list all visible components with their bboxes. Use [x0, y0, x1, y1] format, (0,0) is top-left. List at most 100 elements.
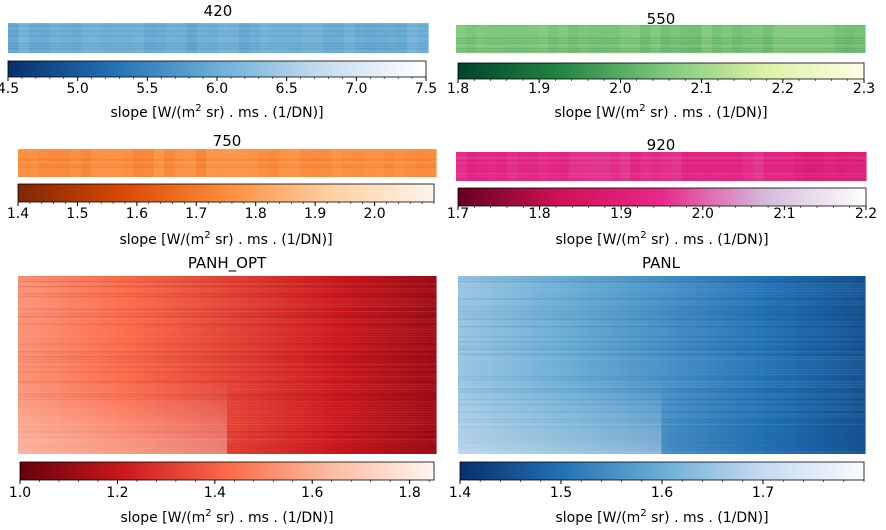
- heatmap-row: [456, 40, 865, 42]
- heatmap-column: [338, 276, 347, 454]
- panel-title: 550: [647, 10, 676, 28]
- heatmap-row: [18, 161, 436, 163]
- panel-4: PANH_OPT 1.0 1.2 1.4 1.6 1.8 slope [W/(m2 sr) …: [9, 254, 437, 526]
- heatmap-row: [456, 165, 866, 167]
- heatmap-column: [538, 152, 549, 181]
- heatmap-column: [858, 276, 866, 454]
- heatmap-column: [50, 23, 62, 53]
- panel-title: PANL: [642, 254, 681, 272]
- heatmap-column: [345, 276, 353, 454]
- heatmap-column: [227, 276, 235, 454]
- colorbar-label: slope [W/(m2 sr) . ms . (1/DN)]: [119, 230, 332, 248]
- heatmap-column: [670, 25, 682, 53]
- heatmap-column: [38, 149, 50, 177]
- heatmap-column: [417, 23, 429, 53]
- heatmap-row: [456, 170, 866, 172]
- heatmap-column: [640, 25, 651, 53]
- colorbar-tick-label: 6.0: [206, 81, 228, 97]
- heatmap-column: [507, 25, 518, 53]
- panel-title: PANH_OPT: [188, 254, 267, 273]
- heatmap-row: [18, 159, 436, 161]
- heatmap-column: [507, 152, 519, 181]
- colorbar-tick-label: 1.7: [185, 206, 207, 222]
- heatmap-column: [237, 149, 249, 177]
- heatmap-column: [824, 276, 832, 454]
- heatmap-column: [497, 152, 508, 181]
- colorbar-tick-label: 2.1: [690, 81, 712, 97]
- heatmap-column: [268, 276, 277, 454]
- heatmap-column: [296, 276, 305, 454]
- heatmap-column: [854, 25, 866, 53]
- heatmap-column: [71, 23, 83, 53]
- heatmap-column: [661, 152, 672, 181]
- heatmap-column: [28, 149, 40, 177]
- heatmap-row: [8, 43, 428, 45]
- heatmap-row: [456, 25, 865, 26]
- heatmap-column: [814, 152, 826, 181]
- colorbar-tick-label: 1.6: [126, 206, 148, 222]
- heatmap-column: [396, 23, 408, 53]
- heatmap-row: [8, 45, 428, 47]
- heatmap-column: [732, 25, 743, 53]
- heatmap-column: [456, 25, 467, 53]
- heatmap-column: [681, 152, 693, 181]
- heatmap-column: [629, 25, 641, 53]
- heatmap-column: [134, 23, 146, 53]
- heatmap-image: [458, 276, 866, 454]
- colorbar-tick-label: 1.2: [106, 485, 128, 501]
- heatmap-column: [60, 23, 72, 53]
- heatmap-row: [8, 35, 428, 37]
- heatmap-column: [270, 23, 282, 53]
- colorbar-tick-label: 1.6: [301, 485, 323, 501]
- panel-title: 750: [213, 132, 242, 150]
- heatmap-column: [762, 25, 774, 53]
- heatmap-column: [247, 149, 259, 177]
- heatmap-column: [763, 152, 775, 181]
- heatmap-column: [486, 25, 498, 53]
- heatmap-row: [456, 35, 865, 37]
- heatmap-column: [429, 276, 437, 454]
- heatmap-column: [333, 23, 345, 53]
- heatmap-column: [688, 276, 697, 454]
- heatmap-column: [732, 152, 744, 181]
- heatmap-row: [456, 154, 866, 156]
- heatmap-column: [797, 276, 805, 454]
- heatmap-column: [695, 276, 703, 454]
- heatmap-column: [8, 23, 20, 53]
- heatmap-column: [680, 25, 692, 53]
- colorbar-tick-label: 5.0: [67, 81, 89, 97]
- colorbar-label: slope [W/(m2 sr) . ms . (1/DN)]: [110, 103, 323, 121]
- heatmap-column: [568, 25, 580, 53]
- heatmap-column: [824, 25, 835, 53]
- heatmap-column: [394, 149, 406, 177]
- heatmap-column: [233, 276, 242, 454]
- heatmap-column: [80, 149, 92, 177]
- colorbar-tick-label: 1.6: [651, 485, 673, 501]
- heatmap-column: [70, 149, 82, 177]
- heatmap-column: [722, 276, 730, 454]
- heatmap-column: [784, 152, 795, 181]
- colorbar-tick-label: 1.9: [304, 206, 326, 222]
- heatmap-column: [352, 276, 360, 454]
- colorbar-tick-label: 4.5: [0, 81, 19, 97]
- heatmap-column: [701, 25, 713, 53]
- heatmap-column: [588, 25, 600, 53]
- heatmap-column: [113, 23, 125, 53]
- heatmap-image: [18, 149, 437, 177]
- heatmap-column: [834, 25, 846, 53]
- heatmap-column: [155, 23, 167, 53]
- heatmap-column: [228, 23, 240, 53]
- heatmap-image: [456, 25, 866, 53]
- colorbar-tick-label: 6.5: [276, 81, 298, 97]
- heatmap-column: [763, 276, 771, 454]
- heatmap-row: [8, 33, 428, 34]
- colorbar-tick-label: 1.8: [447, 81, 469, 97]
- heatmap-row: [456, 30, 865, 32]
- heatmap-row: [456, 178, 866, 180]
- heatmap-column: [845, 152, 857, 181]
- heatmap-column: [185, 149, 197, 177]
- heatmap-column: [365, 23, 377, 53]
- heatmap-column: [254, 276, 263, 454]
- colorbar-tick-label: 2.0: [692, 206, 714, 222]
- heatmap-column: [804, 152, 816, 181]
